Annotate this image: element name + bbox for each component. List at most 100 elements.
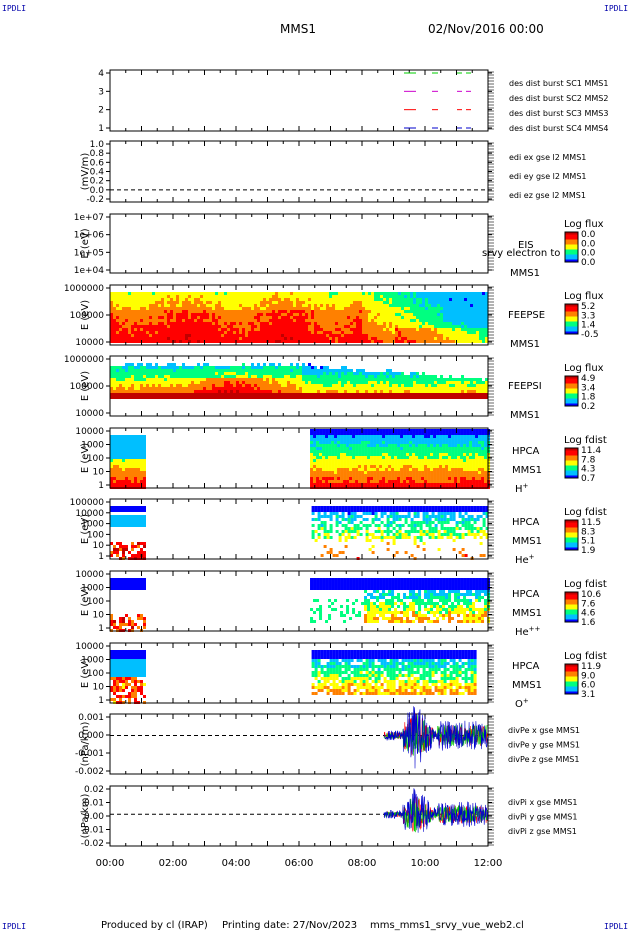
spacecraft-title: MMS1 (280, 22, 316, 36)
spectrogram-cell (185, 375, 188, 378)
spectrogram-cell (404, 295, 407, 298)
spectrogram-cell (161, 384, 164, 387)
spectrogram-cell (173, 387, 176, 390)
spectrogram-cell (194, 328, 197, 331)
spectrogram-cell (284, 384, 287, 387)
spectrogram-cell (113, 435, 116, 438)
spectrogram-cell (446, 319, 449, 322)
spectrogram-cell (122, 334, 125, 337)
spectrogram-cell (251, 310, 254, 313)
spectrogram-cell (185, 369, 188, 372)
spectrogram-cell (212, 366, 215, 369)
spectrogram-cell (391, 447, 395, 450)
spectrogram-cell (110, 295, 113, 298)
spectrogram-cell (245, 298, 248, 301)
spectrogram-cell (278, 310, 281, 313)
spectrogram-cell (392, 298, 395, 301)
spectrogram-cell (325, 447, 329, 450)
spectrogram-cell (251, 304, 254, 307)
spectrogram-cell (140, 453, 143, 456)
spectrogram-cell (473, 393, 476, 396)
spectrogram-cell (281, 372, 284, 375)
spectrogram-cell (242, 307, 245, 310)
spectrogram-cell (365, 393, 368, 396)
spectrogram-cell (377, 340, 380, 343)
spectrogram-cell (314, 396, 317, 399)
spectrogram-cell (194, 334, 197, 337)
spectrogram-cell (332, 292, 335, 295)
spectrogram-cell (128, 325, 131, 328)
spectrogram-cell (155, 393, 158, 396)
spectrogram-cell (299, 328, 302, 331)
spectrogram-cell (485, 381, 488, 384)
spectrogram-cell (397, 480, 401, 483)
spectrogram-cell (116, 319, 119, 322)
spectrogram-cell (328, 432, 332, 435)
spectrogram-cell (275, 322, 278, 325)
spectrogram-cell (416, 340, 419, 343)
spectrogram-cell (257, 334, 260, 337)
spectrogram-cell (176, 393, 179, 396)
spectrogram-cell (359, 319, 362, 322)
spectrogram-cell (446, 378, 449, 381)
spectrogram-cell (400, 429, 404, 432)
spectrogram-cell (287, 375, 290, 378)
spectrogram-cell (263, 372, 266, 375)
spectrogram-cell (254, 369, 257, 372)
spectrogram-cell (383, 387, 386, 390)
spectrogram-cell (323, 292, 326, 295)
spectrogram-cell (341, 384, 344, 387)
spectrogram-cell (322, 435, 326, 438)
spectrogram-cell (245, 337, 248, 340)
spectrogram-cell (119, 292, 122, 295)
spectrogram-cell (416, 307, 419, 310)
spectrogram-cell (335, 316, 338, 319)
spectrogram-cell (313, 474, 317, 477)
spectrogram-cell (152, 304, 155, 307)
spectrogram-cell (227, 390, 230, 393)
spectrogram-cell (343, 444, 347, 447)
spectrogram-cell (389, 384, 392, 387)
spectrogram-cell (239, 307, 242, 310)
spectrogram-cell (146, 396, 149, 399)
spectrogram-cell (401, 378, 404, 381)
spectrogram-cell (413, 390, 416, 393)
spectrogram-cell (167, 307, 170, 310)
spectrogram-cell (470, 378, 473, 381)
spectrogram-cell (302, 369, 305, 372)
spectrogram-cell (254, 375, 257, 378)
spectrogram-cell (206, 292, 209, 295)
spectrogram-cell (299, 396, 302, 399)
spectrogram-cell (400, 459, 404, 462)
spectrogram-cell (143, 292, 146, 295)
spectrogram-cell (422, 292, 425, 295)
spectrogram-cell (302, 372, 305, 375)
spectrogram-cell (422, 340, 425, 343)
spectrogram-cell (461, 328, 464, 331)
spectrogram-cell (116, 396, 119, 399)
spectrogram-cell (379, 438, 383, 441)
spectrogram-cell (173, 340, 176, 343)
spectrogram-cell (287, 307, 290, 310)
spectrogram-cell (152, 328, 155, 331)
spectrogram-cell (434, 304, 437, 307)
spectrogram-cell (400, 453, 404, 456)
spectrogram-cell (398, 307, 401, 310)
spectrogram-cell (335, 340, 338, 343)
spectrogram-cell (383, 316, 386, 319)
spectrogram-cell (287, 313, 290, 316)
spectrogram-cell (313, 477, 317, 480)
spectrogram-cell (110, 384, 113, 387)
spectrogram-cell (401, 372, 404, 375)
colorbar-swatch (565, 238, 578, 240)
spectrogram-cell (197, 301, 200, 304)
spectrogram-cell (125, 435, 128, 438)
spectrogram-cell (125, 307, 128, 310)
spectrogram-cell (242, 310, 245, 313)
spectrogram-cell (116, 292, 119, 295)
spectrogram-cell (415, 477, 419, 480)
spectrogram-cell (437, 292, 440, 295)
spectrogram-cell (260, 316, 263, 319)
spectrogram-cell (473, 319, 476, 322)
spectrogram-cell (263, 390, 266, 393)
